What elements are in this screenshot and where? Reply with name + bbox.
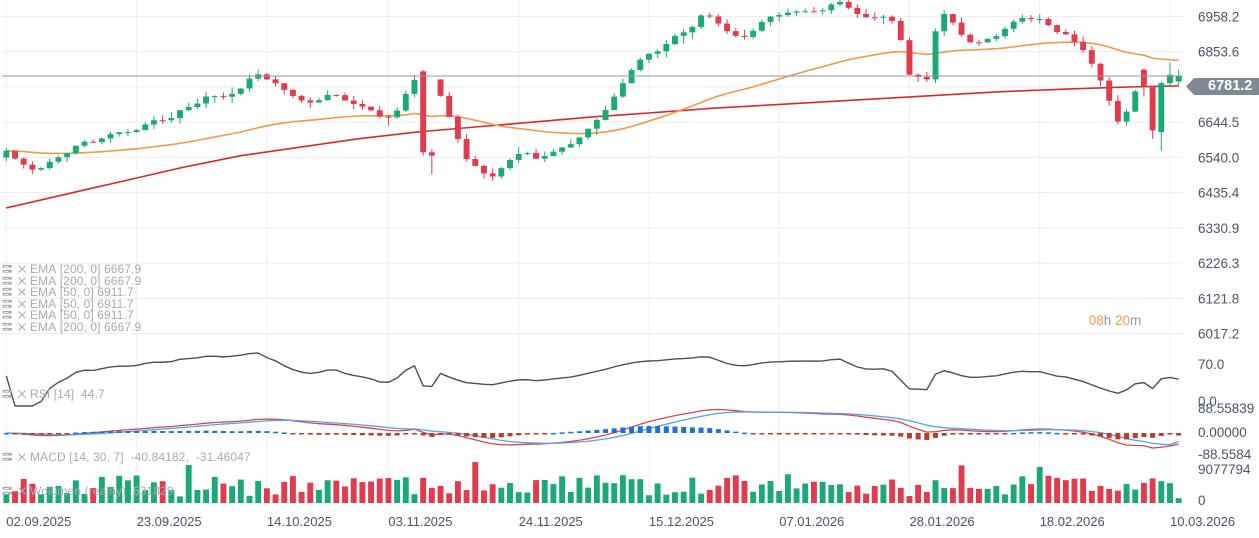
- svg-text:6644.5: 6644.5: [1198, 115, 1239, 130]
- svg-text:0: 0: [1198, 493, 1206, 508]
- svg-text:6226.3: 6226.3: [1198, 256, 1239, 271]
- svg-text:07.01.2026: 07.01.2026: [779, 514, 844, 529]
- svg-text:18.02.2026: 18.02.2026: [1040, 514, 1105, 529]
- svg-text:15.12.2025: 15.12.2025: [649, 514, 714, 529]
- svg-text:6017.2: 6017.2: [1198, 327, 1239, 342]
- svg-text:6958.2: 6958.2: [1198, 9, 1239, 24]
- svg-text:23.09.2025: 23.09.2025: [137, 514, 202, 529]
- svg-text:6540.0: 6540.0: [1198, 150, 1239, 165]
- svg-text:28.01.2026: 28.01.2026: [910, 514, 975, 529]
- svg-text:6435.4: 6435.4: [1198, 186, 1240, 201]
- svg-text:6853.6: 6853.6: [1198, 45, 1239, 60]
- svg-text:88.55839: 88.55839: [1198, 401, 1254, 416]
- svg-text:10.03.2026: 10.03.2026: [1170, 514, 1235, 529]
- svg-text:9077794: 9077794: [1198, 462, 1251, 477]
- svg-text:6121.8: 6121.8: [1198, 291, 1239, 306]
- svg-text:6330.9: 6330.9: [1198, 221, 1239, 236]
- svg-text:0.00000: 0.00000: [1198, 425, 1247, 440]
- svg-text:03.11.2025: 03.11.2025: [388, 514, 452, 529]
- svg-text:-88.5584: -88.5584: [1198, 447, 1252, 462]
- svg-text:02.09.2025: 02.09.2025: [6, 514, 71, 529]
- svg-text:70.0: 70.0: [1198, 357, 1224, 372]
- svg-text:14.10.2025: 14.10.2025: [267, 514, 332, 529]
- svg-text:24.11.2025: 24.11.2025: [519, 514, 583, 529]
